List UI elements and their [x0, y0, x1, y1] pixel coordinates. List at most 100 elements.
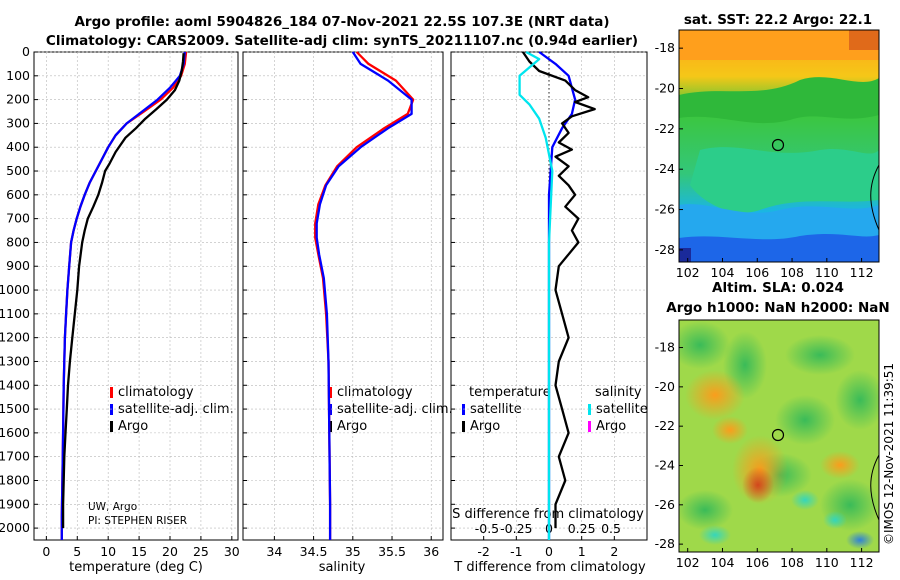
y-tick-label: 1900 — [0, 496, 30, 511]
x-tick-label: 10 — [100, 544, 116, 559]
sla-map-title-2: Argo h1000: NaN h2000: NaN — [666, 300, 889, 316]
sst-map-title: sat. SST: 22.2 Argo: 22.1 — [684, 12, 872, 28]
map-x-tick-label: 102 — [676, 555, 700, 570]
x-tick-label: 2 — [610, 544, 618, 559]
map-x-tick-label: 110 — [815, 265, 839, 280]
map-y-tick-label: -22 — [655, 418, 675, 433]
x-tick-label: 1 — [578, 544, 586, 559]
legend-swatch-argo — [329, 421, 332, 432]
x-tick-label: 15 — [131, 544, 147, 559]
series-line-t-argo — [521, 51, 596, 529]
map-y-tick-label: -24 — [655, 161, 675, 176]
sst-coastline — [870, 164, 880, 231]
y-tick-label: 900 — [6, 258, 30, 273]
differences-marks: -2 -1 0 1 2-0.5 -0.25 0 0.25 0.5 — [451, 50, 647, 559]
legend-argo: Argo — [337, 419, 367, 434]
sla-map-title-1: Altim. SLA: 0.024 — [712, 280, 844, 296]
y-tick-label: 0 — [22, 44, 30, 59]
title-line-1: Argo profile: aoml 5904826_184 07-Nov-20… — [74, 14, 609, 30]
x-tick-label: 35 — [345, 544, 361, 559]
map-y-tick-label: -18 — [655, 340, 675, 355]
y-tick-label: 1300 — [0, 353, 30, 368]
legend-satellite: satellite-adj. clim. — [118, 402, 234, 417]
map-y-tick-label: -22 — [655, 121, 675, 136]
map-x-tick-label: 106 — [745, 265, 769, 280]
map-y-tick-label: -26 — [655, 497, 675, 512]
y-tick-label: 800 — [6, 234, 30, 249]
source-note-line-1: UW, Argo — [88, 501, 137, 513]
salinity-plot — [242, 51, 444, 541]
y-tick-label: 200 — [6, 92, 30, 107]
y-tick-label: 1000 — [0, 282, 30, 297]
map-x-tick-label: 112 — [850, 555, 874, 570]
legend-swatch-argo — [110, 421, 113, 432]
y-tick-label: 1100 — [0, 306, 30, 321]
legend-swatch-satellite — [110, 404, 113, 415]
y-tick-label: 100 — [6, 68, 30, 83]
legend-s-argo: Argo — [596, 419, 626, 434]
y-tick-label: 400 — [6, 139, 30, 154]
legend-t-satellite: satellite — [470, 402, 522, 417]
map-y-tick-label: -20 — [655, 379, 675, 394]
dynamic-chart-layer: 0 5 10 15 20 25 300100200300400500600700800900… — [0, 40, 874, 570]
difference-xlabel: T difference from climatology — [453, 560, 646, 575]
credit-stamp: ©IMOS 12-Nov-2021 11:39:51 — [882, 363, 896, 545]
sla_map-axes: 102 104 106 108 110 112 -18 -20 -22 -24 -26 -28 — [655, 340, 874, 570]
legend-swatch-s-satellite — [588, 404, 591, 415]
map-x-tick-label: 112 — [850, 265, 874, 280]
legend-climatology: climatology — [118, 385, 194, 400]
y-tick-label: 1700 — [0, 449, 30, 464]
x-tick-label: 36 — [423, 544, 439, 559]
x-tick-label: 30 — [224, 544, 240, 559]
map-y-tick-label: -26 — [655, 202, 675, 217]
map-y-tick-label: -28 — [655, 536, 675, 551]
x-tick-label: 34 — [266, 544, 282, 559]
legend-swatch-t-satellite — [462, 404, 465, 415]
y-tick-label: 1800 — [0, 472, 30, 487]
legend-swatch-s-argo — [588, 421, 591, 432]
legend-t-argo: Argo — [470, 419, 500, 434]
sst-float-marker — [771, 138, 785, 152]
x-tick-label: -2 — [477, 544, 489, 559]
map-y-tick-label: -18 — [655, 40, 675, 55]
series-line-s-satellite — [518, 50, 554, 540]
x-tick-label: 35.5 — [378, 544, 406, 559]
series-line-satellite-adj-clim- — [315, 51, 413, 540]
legend-satellite: satellite-adj. clim. — [337, 402, 453, 417]
legend-climatology: climatology — [337, 385, 413, 400]
s-tick-label: 0.5 — [601, 521, 621, 536]
temperature-legend: climatology satellite-adj. clim. Argo — [110, 385, 234, 434]
y-tick-label: 1500 — [0, 401, 30, 416]
temperature-marks: 0 5 10 15 20 25 300100200300400500600700800900… — [0, 44, 240, 559]
series-line-argo — [61, 53, 185, 529]
legend-swatch-climatology — [329, 387, 332, 398]
legend-s-satellite: satellite — [596, 402, 648, 417]
legend-title-temperature: temperature — [469, 385, 551, 400]
map-y-tick-label: -24 — [655, 457, 675, 472]
map-x-tick-label: 110 — [815, 555, 839, 570]
salinity-legend: climatology satellite-adj. clim. Argo — [329, 385, 453, 434]
x-tick-label: 0 — [545, 544, 553, 559]
y-tick-label: 700 — [6, 211, 30, 226]
map-x-tick-label: 104 — [711, 265, 735, 280]
source-note-line-2: PI: STEPHEN RISER — [88, 515, 187, 527]
y-tick-label: 500 — [6, 163, 30, 178]
map-y-tick-label: -20 — [655, 81, 675, 96]
s-tick-label: -0.25 — [500, 521, 532, 536]
s-tick-label: 0.25 — [568, 521, 596, 536]
sst_map-axes: 102 104 106 108 110 112 -18 -20 -22 -24 -26 -28 — [655, 40, 874, 280]
x-tick-label: 5 — [73, 544, 81, 559]
x-tick-label: 25 — [193, 544, 209, 559]
map-y-tick-label: -28 — [655, 242, 675, 257]
y-tick-label: 1200 — [0, 330, 30, 345]
map-x-tick-label: 102 — [676, 265, 700, 280]
sst-map — [679, 30, 879, 262]
temperature-xlabel: temperature (deg C) — [69, 560, 203, 575]
y-tick-label: 1600 — [0, 425, 30, 440]
salinity-marks: 34 34.5 35 35.5 36 — [243, 51, 443, 559]
legend-argo: Argo — [118, 419, 148, 434]
salinity-xlabel: salinity — [319, 560, 366, 575]
legend-swatch-climatology — [110, 387, 113, 398]
y-tick-label: 300 — [6, 115, 30, 130]
